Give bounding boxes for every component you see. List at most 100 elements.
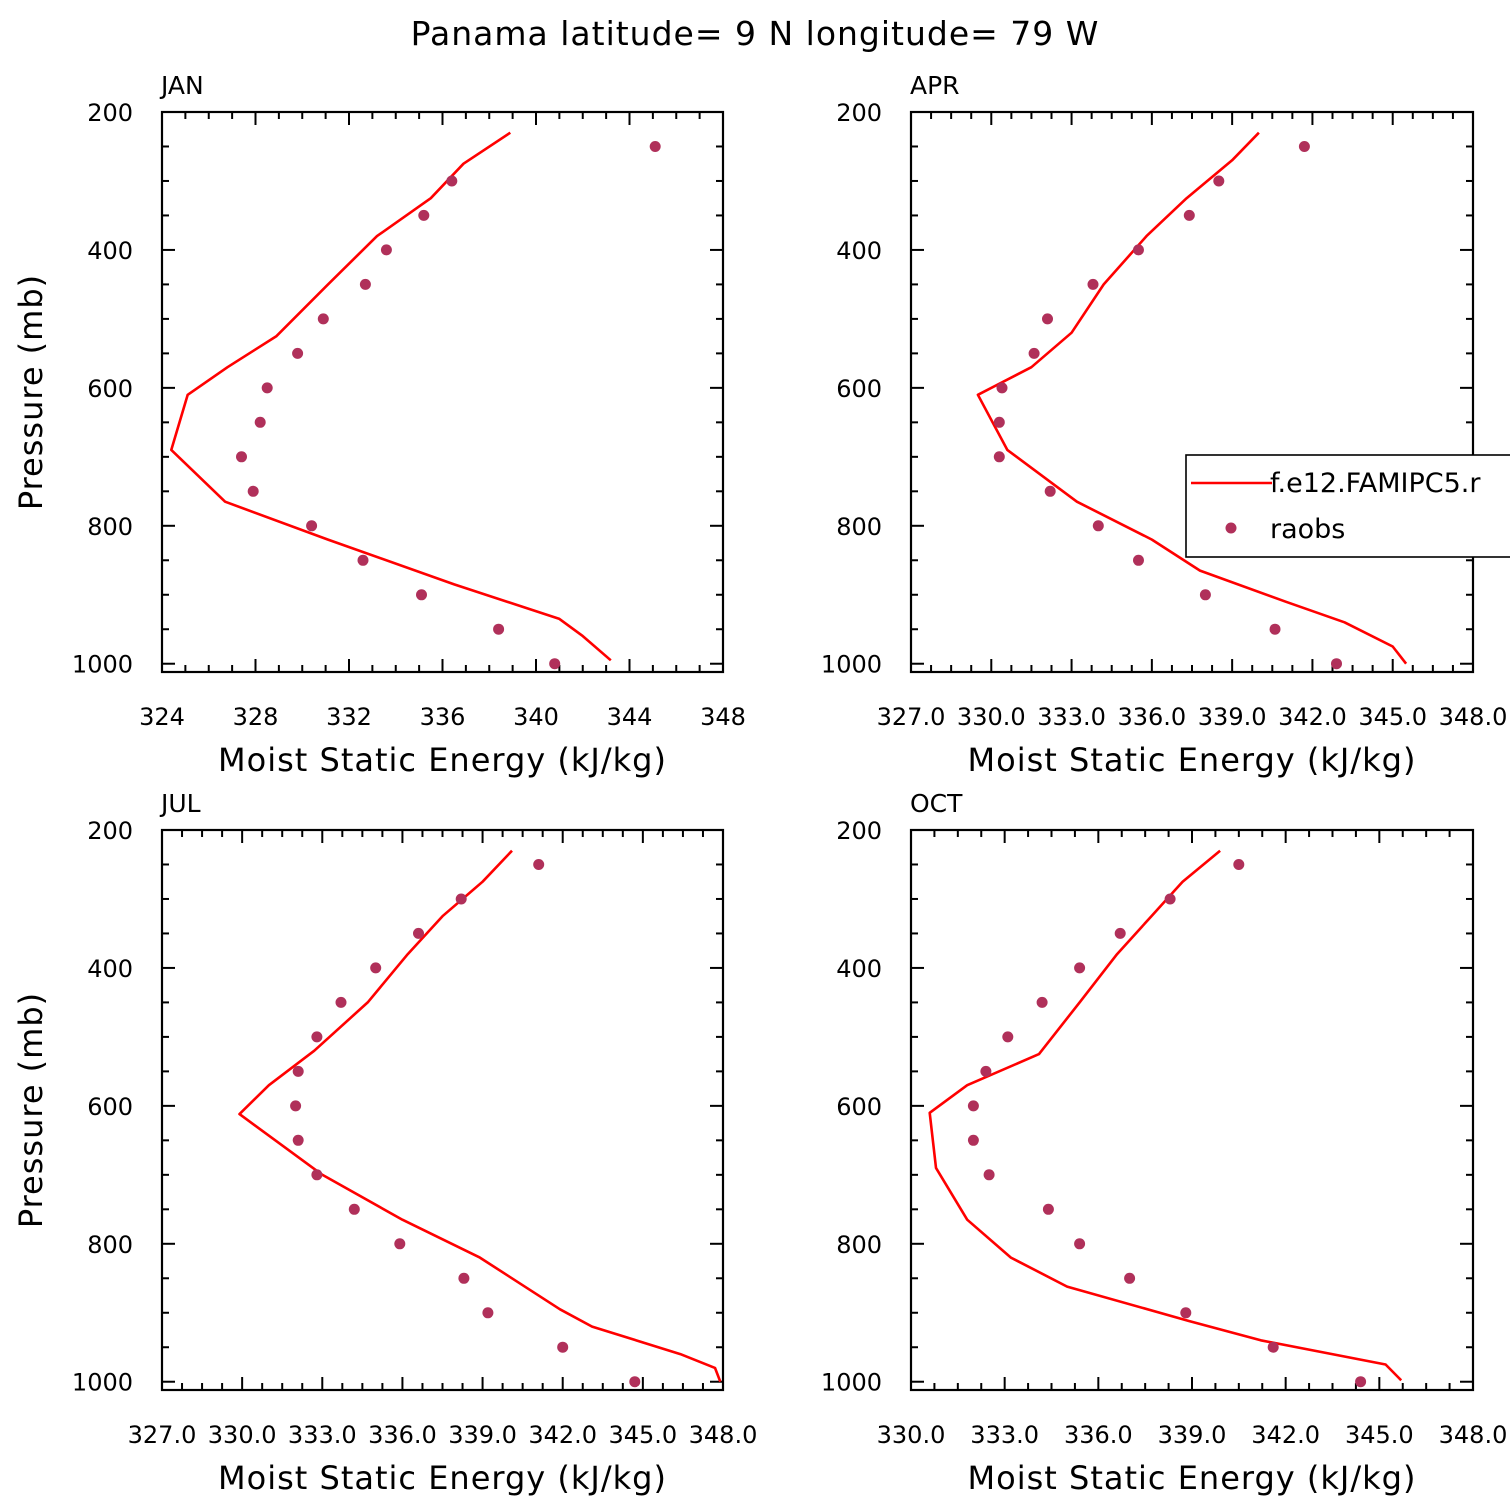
raobs-point (1002, 1031, 1014, 1043)
y-tick-label: 600 (836, 375, 882, 403)
raobs-point (629, 1376, 641, 1388)
x-tick-label: 336 (420, 703, 466, 731)
raobs-point (967, 1134, 979, 1146)
raobs-point (1298, 141, 1310, 152)
y-tick-label: 400 (87, 955, 133, 983)
x-tick-label: 339.0 (1158, 1421, 1227, 1449)
raobs-point (458, 1272, 470, 1284)
raobs-point (996, 382, 1008, 394)
raobs-point (292, 347, 304, 359)
raobs-point (261, 382, 273, 394)
raobs-point (1028, 347, 1040, 359)
x-axis-title: Moist Static Energy (kJ/kg) (218, 1459, 667, 1497)
y-tick-label: 600 (87, 375, 133, 403)
x-axis-title: Moist Static Energy (kJ/kg) (968, 1459, 1417, 1497)
raobs-point (1233, 859, 1245, 870)
raobs-point (993, 416, 1005, 428)
x-tick-label: 336.0 (1117, 703, 1186, 731)
x-tick-label: 328 (233, 703, 279, 731)
legend: f.e12.FAMIPC5.r raobs (1185, 454, 1510, 558)
x-tick-label: 336.0 (1064, 1421, 1133, 1449)
y-tick-label: 1000 (72, 1369, 133, 1397)
raobs-point (292, 1134, 304, 1146)
y-axis-title: Pressure (mb) (12, 274, 50, 510)
panel-jan: 324 328 332 336 340 344 348 200 400 600 800 1000 JAN… (12, 71, 746, 779)
x-tick-label: 345.0 (608, 1421, 677, 1449)
raobs-point (455, 893, 467, 905)
model-profile-line (976, 131, 1408, 665)
raobs-point (1164, 893, 1176, 905)
raobs-point (1331, 658, 1342, 670)
raobs-point (1133, 554, 1144, 566)
figure-title: Panama latitude= 9 N longitude= 79 W (411, 14, 1100, 53)
x-tick-label: 348.0 (689, 1421, 758, 1449)
x-tick-label: 348.0 (1439, 1421, 1508, 1449)
raobs-point (1074, 1238, 1086, 1250)
raobs-point (1355, 1376, 1367, 1388)
plot-frame (909, 110, 1475, 674)
raobs-point (413, 927, 424, 939)
y-tick-label: 800 (87, 1231, 133, 1259)
raobs-point (317, 313, 329, 325)
y-tick-label: 600 (836, 1093, 882, 1121)
raobs-point (1133, 244, 1144, 256)
x-tick-label: 330.0 (877, 1421, 946, 1449)
raobs-point (359, 278, 371, 290)
model-profile-line (170, 131, 612, 662)
x-axis-title: Moist Static Energy (kJ/kg) (218, 741, 667, 779)
x-tick-label: 333.0 (1037, 703, 1106, 731)
panel-label: APR (910, 71, 960, 100)
x-tick-label: 345.0 (1358, 703, 1427, 731)
x-tick-label: 344 (607, 703, 653, 731)
raobs-point (335, 996, 347, 1008)
x-tick-label: 339.0 (448, 1421, 517, 1449)
plot-frame (160, 110, 725, 674)
raobs-point (557, 1341, 569, 1353)
y-tick-label: 800 (836, 1231, 882, 1259)
raobs-point (1114, 927, 1126, 939)
x-tick-label: 333.0 (970, 1421, 1039, 1449)
raobs-point (416, 589, 427, 601)
x-tick-label: 327.0 (877, 703, 946, 731)
y-tick-label: 200 (87, 817, 133, 845)
x-tick-label: 339.0 (1198, 703, 1267, 731)
raobs-point (306, 520, 318, 532)
raobs-point (549, 658, 561, 670)
raobs-point (1124, 1272, 1136, 1284)
panels: 324 328 332 336 340 344 348 200 400 600 800 1000 JAN… (12, 71, 1507, 1497)
raobs-point (370, 962, 382, 974)
legend-marker-swatch (1225, 522, 1237, 534)
x-tick-label: 345.0 (1345, 1421, 1414, 1449)
raobs-point (533, 859, 545, 870)
plot-frame (160, 828, 725, 1392)
raobs-point (1269, 623, 1281, 635)
y-tick-label: 400 (836, 955, 882, 983)
raobs-point (493, 623, 505, 635)
raobs-point (1036, 996, 1048, 1008)
y-tick-label: 400 (87, 237, 133, 265)
raobs-point (311, 1031, 323, 1043)
x-tick-label: 348 (700, 703, 746, 731)
raobs-point (983, 1169, 995, 1181)
raobs-point (394, 1238, 406, 1250)
raobs-point (418, 209, 430, 221)
x-tick-label: 330.0 (957, 703, 1026, 731)
raobs-point (967, 1100, 979, 1112)
y-tick-label: 1000 (821, 651, 882, 679)
y-tick-label: 200 (87, 99, 133, 127)
y-tick-label: 200 (836, 99, 882, 127)
panel-label: JAN (159, 71, 204, 100)
model-profile-line (928, 849, 1403, 1382)
y-tick-label: 800 (836, 513, 882, 541)
raobs-point (1087, 278, 1099, 290)
raobs-point (993, 451, 1005, 463)
raobs-point (380, 244, 392, 256)
y-tick-label: 1000 (72, 651, 133, 679)
raobs-point (292, 1065, 304, 1077)
raobs-point (1042, 313, 1053, 325)
x-tick-label: 342.0 (1251, 1421, 1320, 1449)
raobs-point (1183, 209, 1195, 221)
y-tick-label: 400 (836, 237, 882, 265)
raobs-point (1042, 1203, 1054, 1215)
x-tick-label: 324 (139, 703, 185, 731)
